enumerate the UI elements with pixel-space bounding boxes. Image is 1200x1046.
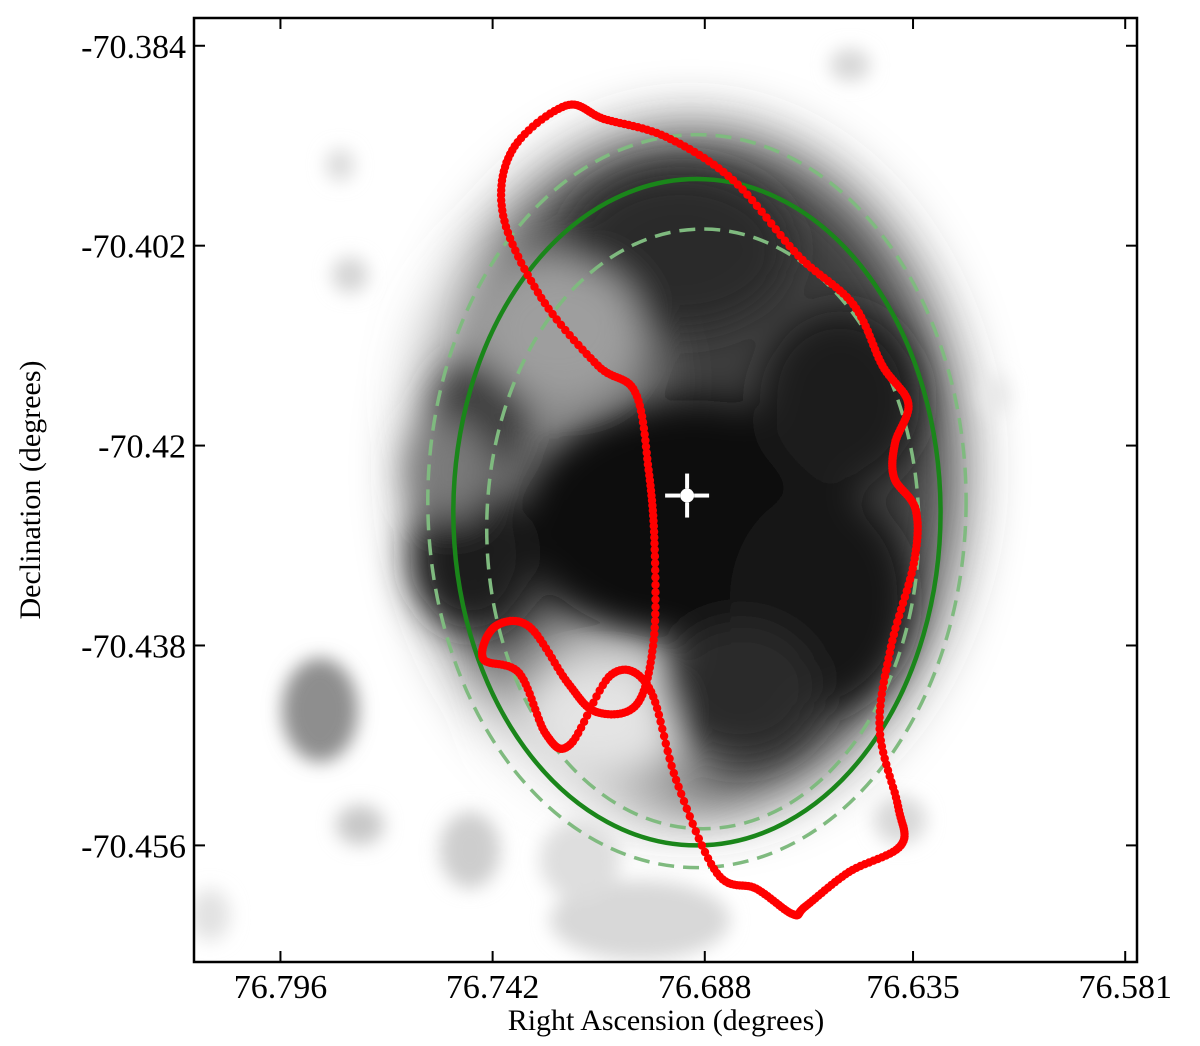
contour-point: [743, 190, 752, 199]
contour-point: [661, 739, 670, 748]
fit-ellipse: [451, 176, 943, 848]
contour-markers: [477, 100, 922, 920]
x-tick-label: 76.688: [658, 969, 752, 1006]
contour-point: [771, 225, 780, 234]
contour-point: [642, 448, 651, 457]
contour-point: [641, 436, 650, 445]
contour-point: [694, 834, 703, 843]
contour-point: [671, 775, 681, 785]
contour-point: [776, 230, 785, 240]
contour-point: [697, 841, 707, 850]
y-tick-label: -70.402: [81, 229, 186, 266]
contour-point: [650, 558, 660, 568]
contour-point: [663, 746, 672, 756]
contour-point: [596, 113, 605, 123]
contour-point: [875, 718, 884, 728]
contour-point: [757, 207, 766, 216]
contour-point: [677, 789, 686, 798]
contour-point: [898, 598, 908, 608]
contour-point: [667, 761, 676, 771]
contour-point: [658, 724, 667, 733]
contour-point: [650, 552, 660, 561]
contour-point: [762, 213, 771, 222]
contour-point: [651, 573, 660, 582]
contour-point: [674, 782, 683, 791]
x-axis-label: Right Ascension (degrees): [508, 1004, 825, 1037]
contour-point: [895, 611, 904, 620]
contour-point: [659, 731, 669, 741]
contour-point: [685, 812, 694, 821]
fit-ellipse-dashed: [426, 132, 968, 870]
contour-point: [650, 545, 659, 554]
contour-point: [650, 629, 659, 639]
contour-point: [665, 754, 674, 763]
contour-point: [767, 219, 776, 228]
contour-point: [650, 616, 660, 626]
contour-point: [651, 595, 660, 604]
contour-point: [700, 847, 710, 857]
contour-point: [654, 710, 664, 719]
contour-point: [679, 797, 689, 806]
contour-point: [669, 768, 678, 778]
contour-point: [651, 580, 660, 589]
contour-point: [682, 804, 691, 813]
x-tick-label: 76.581: [1078, 969, 1172, 1006]
contour-point: [896, 605, 906, 614]
contour-point: [650, 623, 659, 632]
contour-point: [641, 442, 651, 451]
center-marker: [665, 473, 710, 518]
contour-point: [752, 201, 762, 210]
contour-point: [592, 692, 601, 701]
contour-point: [703, 854, 713, 863]
x-tick-label: 76.742: [446, 969, 540, 1006]
y-tick-label: -70.384: [81, 29, 186, 66]
y-tick-label: -70.438: [81, 628, 186, 665]
y-tick-label: -70.456: [81, 828, 186, 865]
contour-point: [651, 609, 660, 619]
contour-point: [640, 430, 649, 439]
y-axis-label: Declination (degrees): [14, 360, 47, 619]
contour-point: [650, 539, 659, 548]
x-tick-label: 76.796: [234, 969, 328, 1006]
contour-point: [651, 602, 660, 611]
contour-point: [691, 827, 700, 836]
axes-frame: [192, 16, 1139, 964]
contour-point: [688, 819, 697, 828]
contour-point: [651, 566, 660, 575]
x-tick-label: 76.635: [866, 969, 960, 1006]
contour-point: [748, 196, 757, 205]
contour-point: [893, 617, 902, 627]
contour-point: [656, 717, 665, 726]
contour-point: [651, 588, 660, 597]
y-tick-label: -70.42: [98, 429, 186, 466]
